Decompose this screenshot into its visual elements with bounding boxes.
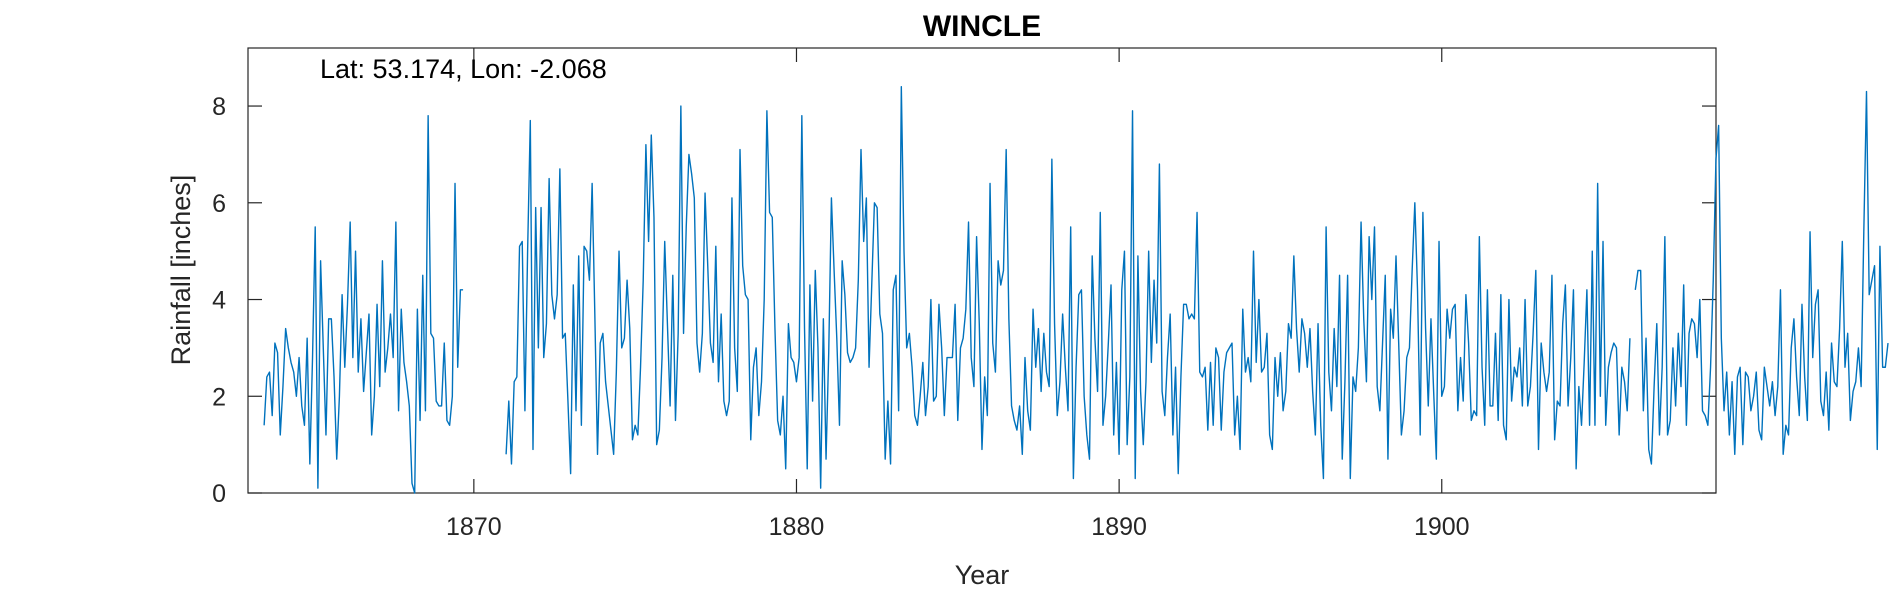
rainfall-series-line xyxy=(263,86,1889,494)
y-axis-ticks: 0 2 4 6 8 xyxy=(212,93,1716,508)
x-tick-label: 1890 xyxy=(1091,513,1147,541)
x-tick-label: 1870 xyxy=(446,513,502,541)
x-tick-label: 1900 xyxy=(1414,513,1470,541)
x-axis-ticks: 1870 1880 1890 1900 xyxy=(446,48,1470,541)
series-layer xyxy=(263,86,1889,494)
x-axis-label: Year xyxy=(955,560,1010,590)
chart-title: WINCLE xyxy=(923,10,1041,43)
y-tick-label: 2 xyxy=(212,383,226,411)
y-tick-label: 0 xyxy=(212,480,226,508)
y-axis-label: Rainfall [inches] xyxy=(166,175,196,366)
y-tick-label: 4 xyxy=(212,287,226,315)
location-annotation: Lat: 53.174, Lon: -2.068 xyxy=(320,54,607,84)
y-tick-label: 8 xyxy=(212,93,226,121)
x-tick-label: 1880 xyxy=(769,513,825,541)
y-tick-label: 6 xyxy=(212,190,226,218)
